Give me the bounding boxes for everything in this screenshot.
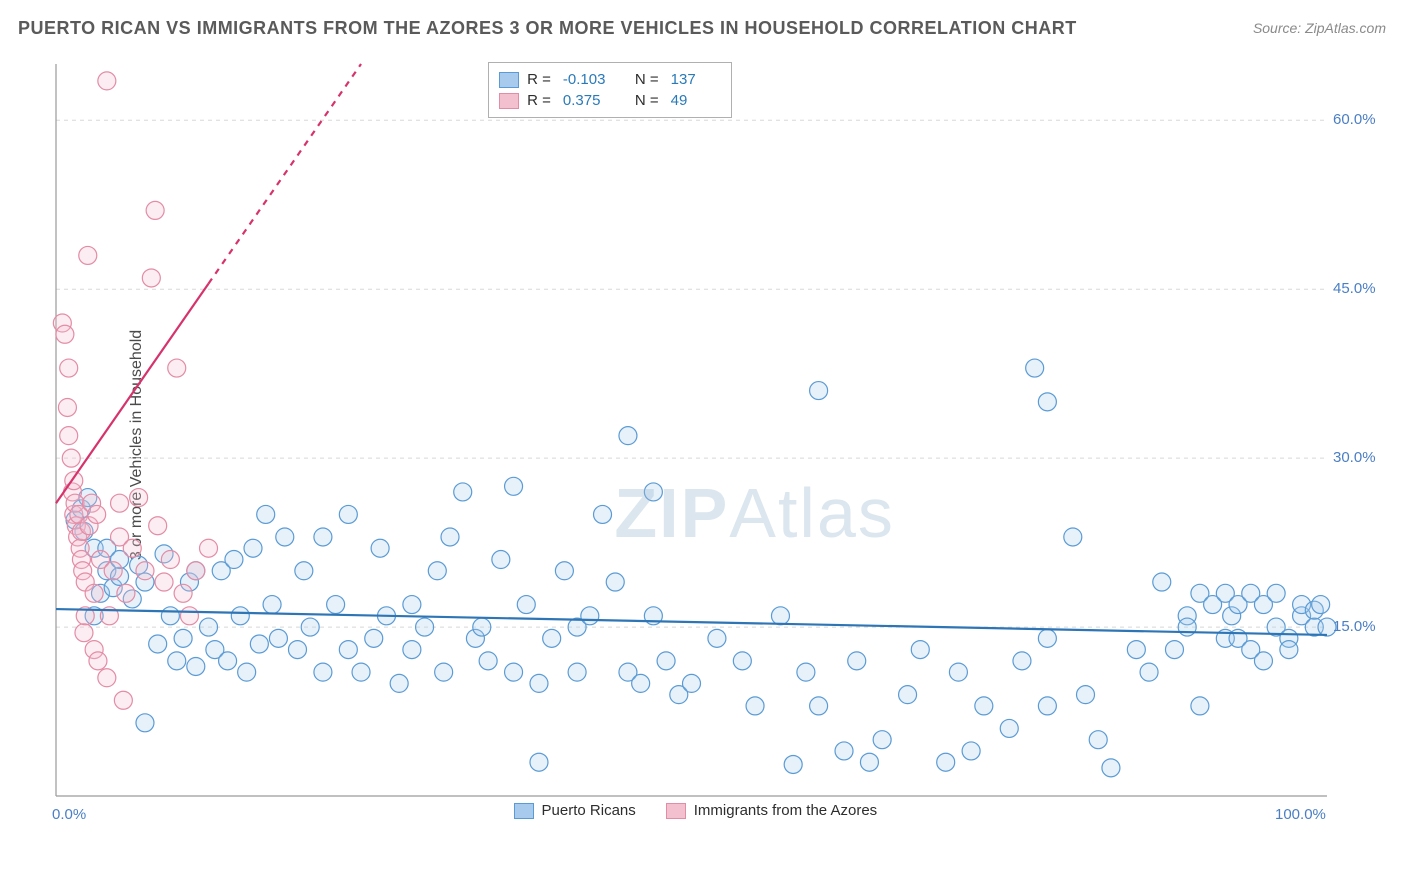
series-legend: Puerto Ricans Immigrants from the Azores [514,802,878,819]
n-value: 137 [671,71,721,88]
legend-series-item: Immigrants from the Azores [666,802,877,819]
legend-series-label: Immigrants from the Azores [694,802,877,819]
n-value: 49 [671,92,721,109]
r-value: -0.103 [563,71,613,88]
r-value: 0.375 [563,92,613,109]
legend-swatch [499,93,519,109]
x-tick-min: 0.0% [52,806,86,823]
chart-title: PUERTO RICAN VS IMMIGRANTS FROM THE AZOR… [18,18,1077,39]
n-label: N = [635,92,659,109]
legend-swatch [499,72,519,88]
r-label: R = [527,92,551,109]
y-tick-15: 15.0% [1333,618,1376,635]
y-tick-45: 45.0% [1333,280,1376,297]
r-label: R = [527,71,551,88]
correlation-legend: R = -0.103 N = 137 R = 0.375 N = 49 [488,62,732,118]
scatter-plot [50,60,1385,830]
y-tick-60: 60.0% [1333,111,1376,128]
legend-series-label: Puerto Ricans [542,802,636,819]
legend-stat-row: R = -0.103 N = 137 [499,69,721,90]
legend-stat-row: R = 0.375 N = 49 [499,90,721,111]
y-tick-30: 30.0% [1333,449,1376,466]
n-label: N = [635,71,659,88]
legend-swatch [666,803,686,819]
legend-series-item: Puerto Ricans [514,802,636,819]
legend-swatch [514,803,534,819]
chart-area: 3 or more Vehicles in Household ZIPAtlas [50,60,1385,830]
x-tick-max: 100.0% [1275,806,1326,823]
source-attribution: Source: ZipAtlas.com [1253,20,1386,36]
